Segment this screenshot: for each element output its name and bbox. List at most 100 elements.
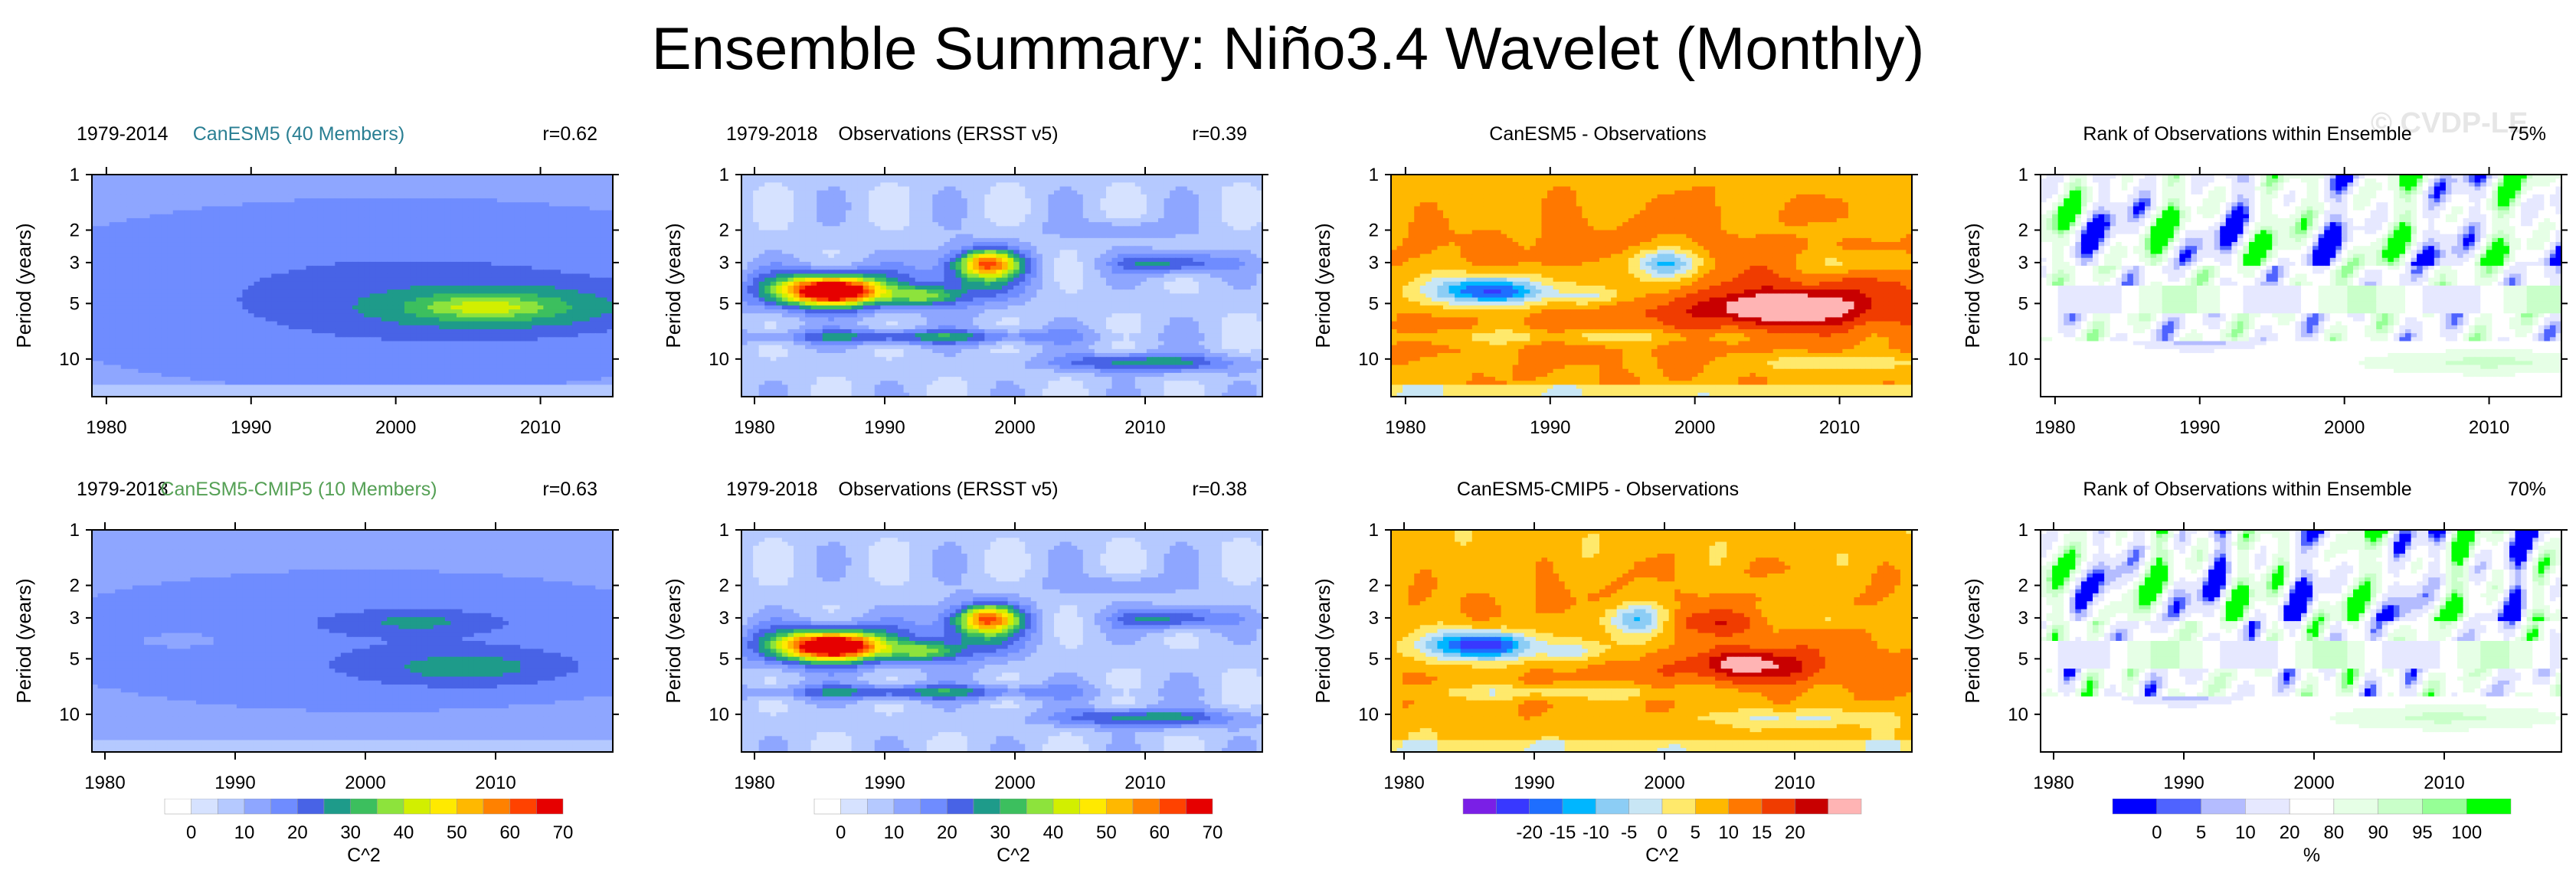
heatmap-cell bbox=[283, 289, 290, 294]
heatmap-cell bbox=[532, 364, 538, 370]
heatmap-cell bbox=[294, 388, 301, 394]
heatmap-cell bbox=[288, 178, 296, 183]
heatmap-cell bbox=[178, 368, 185, 374]
heatmap-cell bbox=[340, 253, 348, 259]
heatmap-cell bbox=[381, 297, 388, 302]
heatmap-cell bbox=[555, 384, 561, 390]
heatmap-cell bbox=[144, 186, 151, 191]
heatmap-cell bbox=[398, 175, 405, 179]
heatmap-cell bbox=[457, 186, 463, 191]
heatmap-cell bbox=[444, 297, 452, 302]
heatmap-cell bbox=[410, 178, 417, 183]
heatmap-cell bbox=[404, 175, 411, 179]
heatmap-cell bbox=[444, 364, 452, 370]
heatmap-cell bbox=[167, 217, 174, 223]
heatmap-cell bbox=[323, 190, 330, 195]
heatmap-cell bbox=[224, 194, 231, 199]
heatmap-cell bbox=[329, 182, 336, 188]
heatmap-cell bbox=[161, 257, 168, 263]
heatmap-cell bbox=[306, 328, 313, 334]
heatmap-cell bbox=[109, 186, 116, 191]
figure-title: Ensemble Summary: Niño3.4 Wavelet (Month… bbox=[0, 14, 2576, 83]
heatmap-cell bbox=[607, 368, 614, 374]
heatmap-cell bbox=[248, 270, 255, 275]
heatmap-cell bbox=[288, 182, 296, 188]
heatmap-cell bbox=[358, 301, 365, 306]
heatmap-cell bbox=[491, 357, 498, 361]
heatmap-cell bbox=[496, 242, 504, 247]
heatmap-cell bbox=[224, 337, 231, 342]
heatmap-cell bbox=[537, 250, 544, 255]
heatmap-cell bbox=[439, 337, 446, 342]
heatmap-cell bbox=[208, 257, 214, 263]
heatmap-cell bbox=[138, 348, 145, 354]
heatmap-cell bbox=[190, 237, 197, 243]
heatmap-cell bbox=[103, 293, 110, 299]
heatmap-cell bbox=[578, 321, 584, 326]
heatmap-cell bbox=[375, 198, 382, 203]
heatmap-cell bbox=[208, 309, 214, 314]
heatmap-cell bbox=[525, 281, 532, 286]
heatmap-cell bbox=[109, 250, 116, 255]
heatmap-cell bbox=[375, 357, 382, 361]
heatmap-cell bbox=[491, 210, 498, 215]
heatmap-cell bbox=[178, 377, 185, 381]
heatmap-cell bbox=[92, 281, 99, 286]
heatmap-cell bbox=[607, 277, 614, 283]
heatmap-cell bbox=[138, 266, 145, 270]
heatmap-cell bbox=[265, 175, 272, 179]
heatmap-cell bbox=[115, 317, 122, 322]
heatmap-cell bbox=[381, 357, 388, 361]
heatmap-cell bbox=[115, 321, 122, 326]
heatmap-cell bbox=[578, 313, 584, 319]
heatmap-cell bbox=[387, 206, 394, 211]
heatmap-cell bbox=[283, 297, 290, 302]
heatmap-cell bbox=[300, 226, 307, 231]
heatmap-cell bbox=[231, 381, 237, 386]
heatmap-cell bbox=[97, 361, 104, 366]
heatmap-cell bbox=[167, 317, 174, 322]
heatmap-cell bbox=[398, 234, 405, 239]
heatmap-cell bbox=[196, 341, 203, 346]
heatmap-cell bbox=[595, 353, 602, 358]
heatmap-cell bbox=[444, 325, 452, 330]
heatmap-cell bbox=[421, 261, 428, 266]
heatmap-cell bbox=[543, 286, 550, 290]
heatmap-cell bbox=[491, 178, 498, 183]
heatmap-cell bbox=[468, 368, 475, 374]
heatmap-cell bbox=[509, 381, 516, 386]
heatmap-cell bbox=[387, 266, 394, 270]
heatmap-cell bbox=[502, 361, 509, 366]
heatmap-cell bbox=[555, 175, 561, 179]
heatmap-cell bbox=[352, 250, 359, 255]
heatmap-cell bbox=[103, 301, 110, 306]
heatmap-cell bbox=[485, 333, 492, 338]
heatmap-cell bbox=[548, 257, 556, 263]
heatmap-cell bbox=[149, 297, 156, 302]
heatmap-cell bbox=[496, 234, 504, 239]
heatmap-cell bbox=[144, 242, 151, 247]
heatmap-cell bbox=[369, 202, 376, 208]
heatmap-cell bbox=[126, 237, 133, 243]
heatmap-cell bbox=[398, 242, 405, 247]
heatmap-cell bbox=[271, 286, 278, 290]
heatmap-cell bbox=[404, 202, 411, 208]
heatmap-cell bbox=[525, 348, 532, 354]
heatmap-cell bbox=[473, 297, 480, 302]
heatmap-cell bbox=[404, 237, 411, 243]
heatmap-cell bbox=[172, 361, 179, 366]
heatmap-cell bbox=[242, 206, 249, 211]
heatmap-cell bbox=[578, 345, 584, 350]
heatmap-cell bbox=[375, 277, 382, 283]
heatmap-cell bbox=[404, 381, 411, 386]
heatmap-cell bbox=[283, 237, 290, 243]
heatmap-cell bbox=[595, 175, 602, 179]
heatmap-cell bbox=[462, 217, 469, 223]
heatmap-cell bbox=[525, 309, 532, 314]
heatmap-cell bbox=[468, 257, 475, 263]
heatmap-cell bbox=[184, 301, 191, 306]
heatmap-cell bbox=[335, 234, 342, 239]
heatmap-cell bbox=[132, 333, 139, 338]
heatmap-cell bbox=[421, 266, 428, 270]
heatmap-cell bbox=[300, 175, 307, 179]
